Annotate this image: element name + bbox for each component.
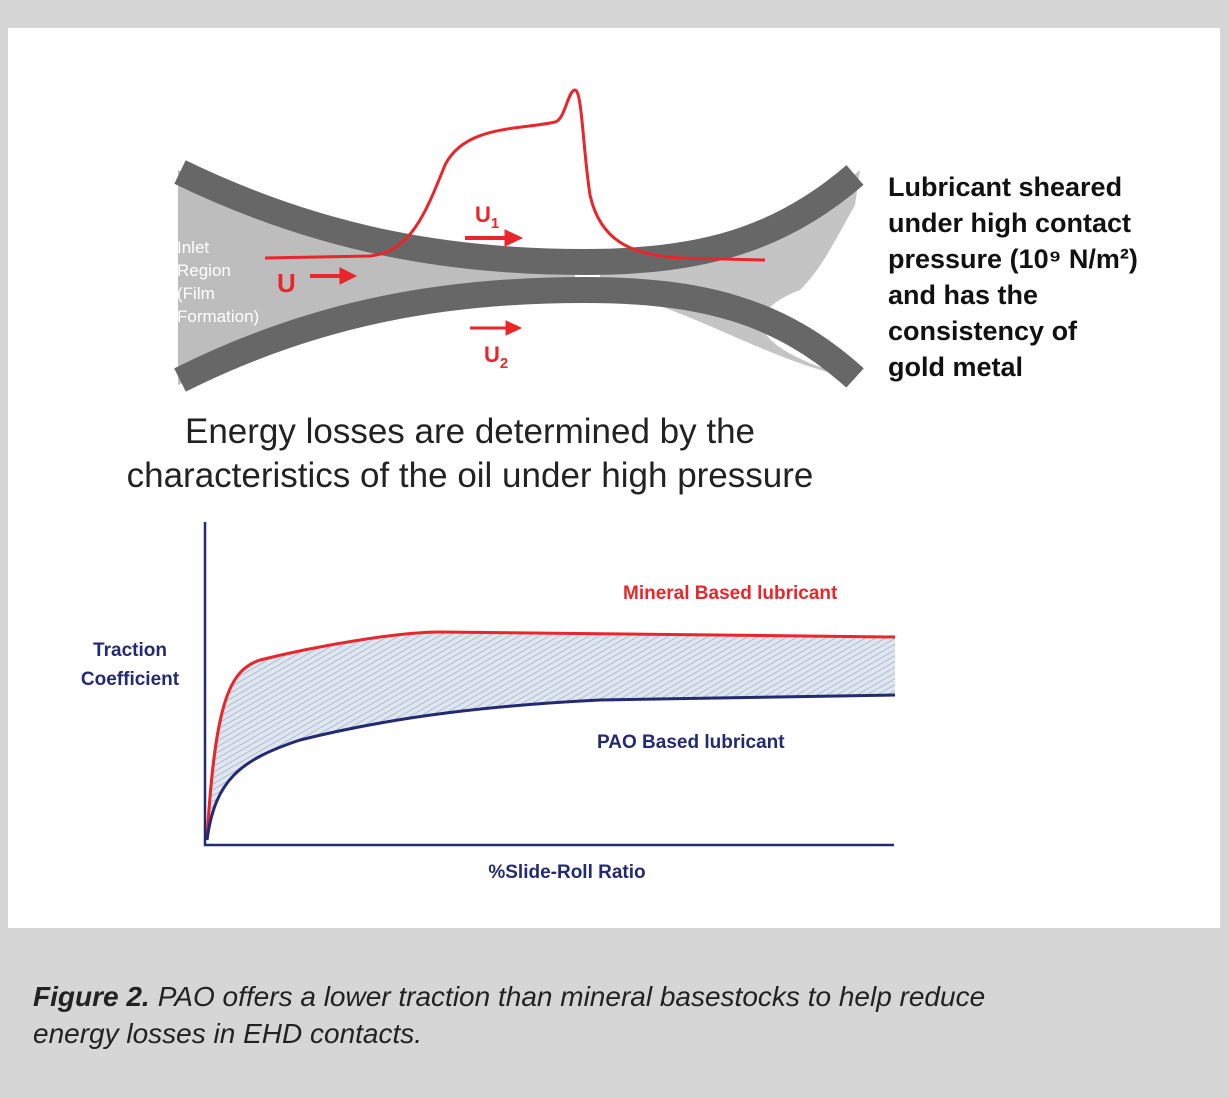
page: {"diagram": { "inlet_label": ["Inlet", "… xyxy=(0,0,1229,1098)
heading: Energy losses are determined by the xyxy=(185,412,755,451)
velocity-base: U xyxy=(277,268,296,298)
y-axis-label: Traction xyxy=(93,640,167,661)
inlet-label: Inlet xyxy=(177,238,209,257)
velocity-base: U xyxy=(484,342,500,367)
side-note: consistency of xyxy=(888,316,1078,346)
velocity-sub: 1 xyxy=(491,215,499,232)
inlet-label: Formation) xyxy=(177,307,259,326)
figure: InletRegion(FilmFormation) U1UU2 Lubrica… xyxy=(0,0,1229,1098)
caption: energy losses in EHD contacts. xyxy=(33,1018,422,1049)
caption-text: PAO offers a lower traction than mineral… xyxy=(158,981,985,1012)
caption-label: Figure 2. xyxy=(33,981,150,1012)
y-axis-label: Coefficient xyxy=(81,669,180,690)
caption: Figure 2. PAO offers a lower traction tha… xyxy=(33,981,985,1012)
series-label: Mineral Based lubricant xyxy=(623,583,838,604)
side-note: gold metal xyxy=(888,352,1023,382)
side-note: Lubricant sheared xyxy=(888,172,1122,202)
inlet-label: Region xyxy=(177,261,231,280)
x-axis-label: %Slide-Roll Ratio xyxy=(488,862,645,883)
velocity-label: U xyxy=(277,268,296,298)
velocity-base: U xyxy=(475,202,491,227)
side-note: and has the xyxy=(888,280,1038,310)
velocity-sub: 2 xyxy=(500,355,508,372)
heading: characteristics of the oil under high pr… xyxy=(127,456,814,495)
inlet-label: (Film xyxy=(177,284,215,303)
series-label: PAO Based lubricant xyxy=(597,732,785,753)
side-note: pressure (10⁹ N/m²) xyxy=(888,244,1138,274)
side-note: under high contact xyxy=(888,208,1131,238)
